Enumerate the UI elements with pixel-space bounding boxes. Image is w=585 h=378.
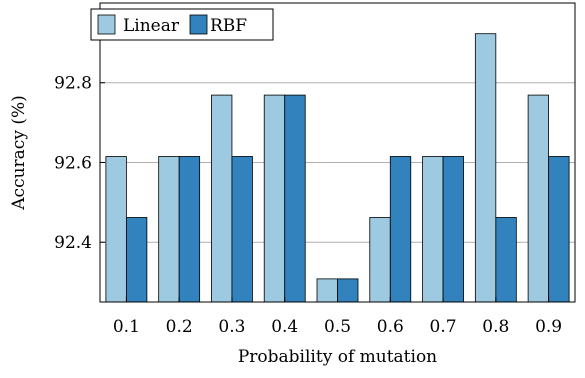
legend-label-rbf: RBF bbox=[210, 16, 247, 36]
x-axis-ticks: 0.1 0.2 0.3 0.4 0.5 0.6 0.7 0.8 0.9 bbox=[113, 297, 562, 337]
x-tick-label: 0.2 bbox=[166, 317, 193, 337]
x-tick-label: 0.5 bbox=[324, 317, 351, 337]
bar-rbf-0.8 bbox=[495, 217, 517, 303]
x-tick-label: 0.3 bbox=[218, 317, 245, 337]
bar-rbf-0.9 bbox=[548, 156, 570, 303]
bars bbox=[105, 33, 570, 303]
y-axis-title: Accuracy (%) bbox=[9, 95, 29, 210]
legend-box bbox=[90, 8, 274, 41]
bar-linear-0.7 bbox=[422, 156, 444, 303]
bar-rbf-0.6 bbox=[389, 156, 412, 303]
y-tick-label: 92.6 bbox=[54, 153, 92, 173]
legend-swatch-linear bbox=[97, 14, 116, 35]
bar-rbf-0.5 bbox=[337, 278, 359, 303]
bar-linear-0.4 bbox=[263, 94, 286, 303]
x-tick-label: 0.1 bbox=[113, 317, 140, 337]
bar-linear-0.5 bbox=[316, 278, 338, 303]
bar-rbf-0.3 bbox=[231, 156, 253, 303]
x-tick-label: 0.8 bbox=[482, 317, 509, 337]
y-tick-label: 92.4 bbox=[54, 233, 92, 253]
bar-linear-0.1 bbox=[105, 156, 127, 303]
legend-swatch-rbf bbox=[189, 14, 208, 35]
bar-linear-0.9 bbox=[527, 94, 550, 303]
x-tick-label: 0.6 bbox=[377, 317, 404, 337]
x-tick-label: 0.9 bbox=[535, 317, 562, 337]
bar-linear-0.3 bbox=[211, 94, 233, 303]
bar-rbf-0.2 bbox=[178, 156, 201, 303]
bar-rbf-0.4 bbox=[284, 94, 306, 303]
bar-linear-0.8 bbox=[474, 33, 497, 303]
bar-rbf-0.1 bbox=[125, 217, 148, 303]
legend: Linear RBF bbox=[90, 8, 274, 41]
legend-label-linear: Linear bbox=[123, 16, 180, 36]
bar-linear-0.6 bbox=[369, 217, 391, 303]
x-axis-title: Probability of mutation bbox=[238, 347, 437, 367]
x-tick-label: 0.7 bbox=[430, 317, 457, 337]
x-tick-label: 0.4 bbox=[271, 317, 298, 337]
bar-linear-0.2 bbox=[158, 156, 180, 303]
y-tick-label: 92.8 bbox=[54, 74, 92, 94]
bar-rbf-0.7 bbox=[442, 156, 464, 303]
y-axis-ticks: 92.4 92.6 92.8 bbox=[54, 74, 105, 253]
